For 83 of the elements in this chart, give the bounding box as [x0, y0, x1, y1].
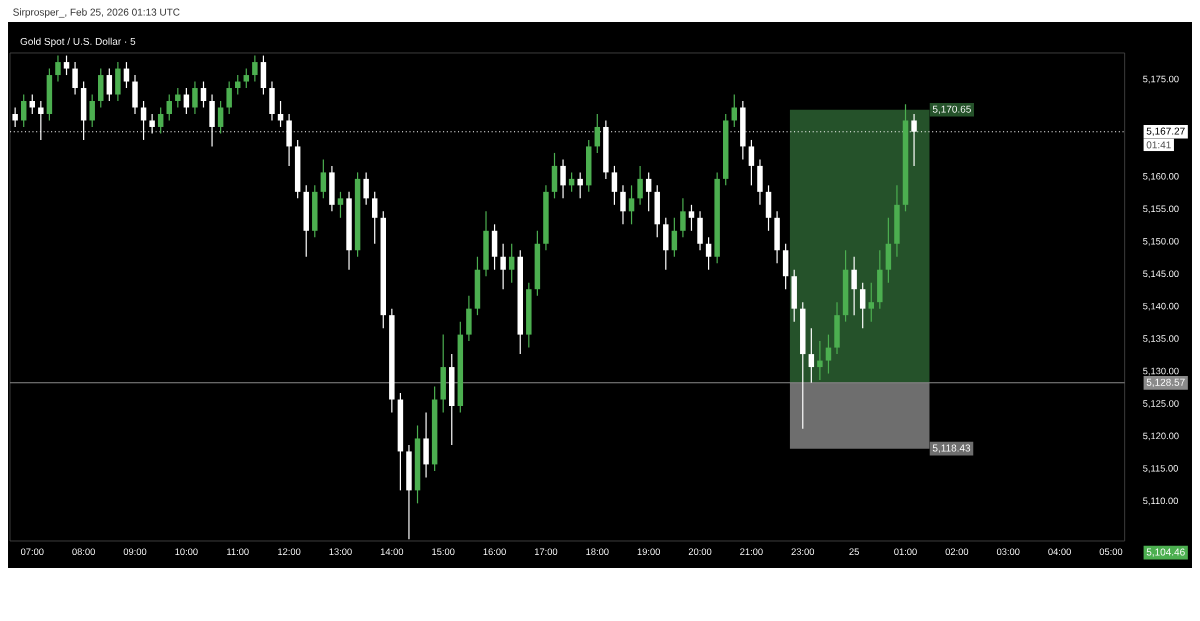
x-tick-label: 18:00 — [586, 548, 609, 555]
text: 01:41 — [1146, 141, 1171, 149]
candlestick — [645, 171, 652, 212]
x-tick-label: 13:00 — [329, 548, 352, 555]
ref-line-label: 5,128.57 — [1146, 378, 1185, 387]
x-tick-label: 01:00 — [894, 548, 917, 555]
y-tick-label: 5,135.00 — [1143, 335, 1179, 343]
candlestick — [911, 113, 917, 167]
candlestick — [620, 184, 626, 225]
candlestick — [817, 340, 823, 381]
candlestick — [868, 282, 874, 323]
x-tick-label: 20:00 — [688, 548, 712, 555]
x-tick-label: 16:00 — [483, 548, 506, 555]
x-tick-label: 07:00 — [20, 548, 44, 555]
candlestick — [560, 158, 566, 199]
candlestick — [500, 243, 506, 290]
x-tick-label: 12:00 — [278, 548, 301, 555]
candlestick — [175, 87, 181, 109]
x-tick-label: 10:00 — [175, 548, 198, 555]
candlestick — [577, 171, 583, 199]
x-tick-label: 25 — [849, 548, 859, 555]
candlestick — [808, 327, 815, 384]
candlestick — [680, 197, 686, 238]
x-tick-label: 09:00 — [123, 548, 147, 555]
y-tick-label: 5,120.00 — [1143, 432, 1179, 441]
candlestick — [123, 61, 130, 89]
x-tick-label: 17:00 — [534, 548, 558, 555]
candlestick — [63, 54, 70, 76]
candlestick — [337, 191, 344, 219]
candlestick — [12, 106, 18, 128]
candlestick — [226, 80, 232, 115]
chart-title: Gold Spot / U.S. Dollar · 5 — [20, 37, 136, 47]
candlestick — [217, 100, 224, 135]
candlestick — [508, 243, 515, 284]
candlestick — [731, 93, 738, 128]
candlestick — [371, 191, 378, 245]
x-tick-label: 08:00 — [72, 548, 95, 555]
candlestick — [825, 334, 832, 375]
candlestick — [166, 93, 172, 122]
x-tick-label: 03:00 — [996, 548, 1020, 555]
y-tick-label: 5,160.00 — [1143, 173, 1179, 181]
x-tick-label: 21:00 — [740, 548, 763, 555]
candlestick — [628, 184, 635, 225]
candlestick — [243, 67, 250, 89]
candlestick — [851, 256, 857, 316]
candlestick — [705, 236, 712, 271]
y-tick-label: 5,175.00 — [1143, 75, 1179, 84]
y-tick-label: 5,110.00 — [1143, 497, 1178, 506]
candlestick — [252, 54, 258, 83]
candlestick — [157, 106, 164, 135]
candlestick — [611, 165, 618, 206]
text: Sirprosper_, Feb 25, 2026 01:13 UTC — [13, 8, 180, 18]
x-tick-label: 23:00 — [791, 548, 815, 555]
x-tick-label: 14:00 — [380, 548, 404, 555]
x-tick-label: 02:00 — [945, 548, 969, 555]
candlestick — [192, 80, 198, 115]
x-tick-label: 05:00 — [1099, 548, 1123, 555]
band-label: 5,170.65 — [932, 105, 971, 114]
candlestick — [637, 165, 643, 206]
y-tick-label: 5,155.00 — [1143, 205, 1179, 214]
y-tick-label: 5,130.00 — [1143, 367, 1179, 376]
candlestick — [320, 158, 327, 199]
y-tick-label: 5,115.00 — [1143, 465, 1178, 473]
y-tick-label: 5,150.00 — [1143, 237, 1179, 246]
y-tick-label: 5,125.00 — [1143, 400, 1179, 408]
text: 5,104.46 — [1146, 548, 1185, 557]
x-tick-label: 19:00 — [637, 548, 660, 555]
x-tick-label: 04:00 — [1048, 548, 1071, 555]
y-tick-label: 5,140.00 — [1143, 302, 1179, 311]
candlestick — [106, 67, 113, 102]
x-tick-label: 15:00 — [432, 548, 455, 555]
candlestick — [200, 80, 207, 109]
ref-line-label: 5,167.27 — [1146, 127, 1185, 136]
candlestick — [363, 171, 369, 206]
y-tick-label: 5,145.00 — [1143, 270, 1179, 279]
candlestick — [688, 204, 695, 232]
band-label: 5,118.43 — [932, 444, 971, 453]
candlestick — [72, 61, 78, 96]
candlestick — [55, 54, 61, 83]
candlestick — [859, 282, 866, 329]
candlestick — [748, 139, 755, 186]
x-tick-label: 11:00 — [227, 548, 249, 555]
candlestick — [89, 93, 95, 128]
